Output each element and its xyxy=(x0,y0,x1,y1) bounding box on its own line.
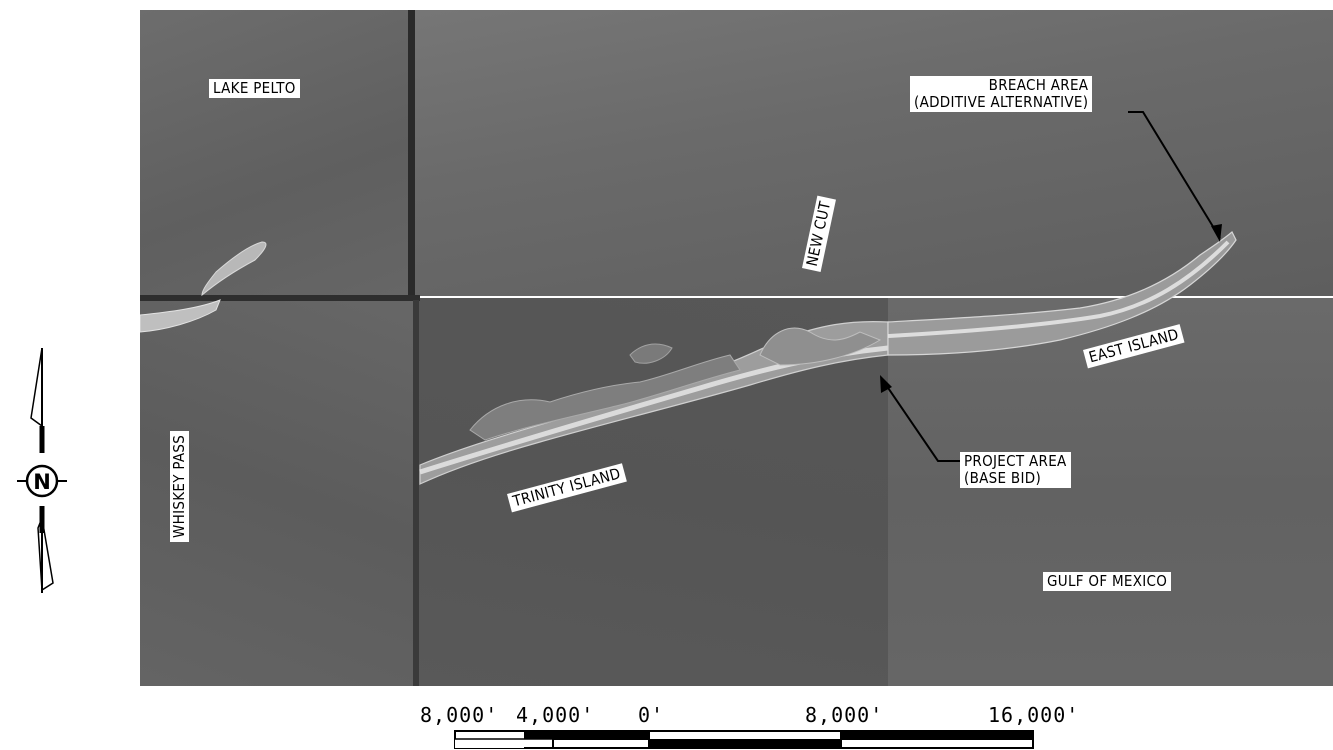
scale-tick-label: 16,000' xyxy=(988,703,1080,727)
mosaic-seam xyxy=(408,10,415,300)
photo-tile-gulf xyxy=(888,298,1333,686)
label-breach-area: BREACH AREA (ADDITIVE ALTERNATIVE) xyxy=(910,76,1093,112)
breach-arrowhead xyxy=(1211,224,1222,242)
north-letter: N xyxy=(33,470,51,494)
mosaic-seam xyxy=(413,300,419,686)
photo-tile-lake-pelto xyxy=(140,10,412,296)
scale-bar xyxy=(454,730,1034,749)
north-arrow-icon: N xyxy=(17,348,67,593)
mosaic-seam xyxy=(140,295,420,301)
project-arrowhead xyxy=(880,375,892,393)
breach-leader-line xyxy=(1128,111,1221,239)
marsh-lobes xyxy=(469,354,741,441)
island-west-tip xyxy=(140,299,221,333)
island-lake-pelto xyxy=(201,241,267,297)
island-overlay xyxy=(140,111,1237,485)
label-project-area: PROJECT AREA (BASE BID) xyxy=(960,452,1071,488)
scale-tick-label: 4,000' xyxy=(516,703,595,727)
label-lake-pelto: LAKE PELTO xyxy=(209,79,300,98)
scale-tick-label: 8,000' xyxy=(805,703,884,727)
project-leader-line xyxy=(881,378,960,462)
scale-tick-label: 0' xyxy=(638,703,665,727)
scale-tick-label: 8,000' xyxy=(420,703,499,727)
island-east xyxy=(887,231,1237,356)
label-whiskey-pass: WHISKEY PASS xyxy=(170,430,189,542)
label-gulf-of-mexico: GULF OF MEXICO xyxy=(1043,572,1172,591)
aerial-map: LAKE PELTO BREACH AREA (ADDITIVE ALTERNA… xyxy=(140,10,1333,686)
photo-tile-bay xyxy=(412,10,1333,296)
